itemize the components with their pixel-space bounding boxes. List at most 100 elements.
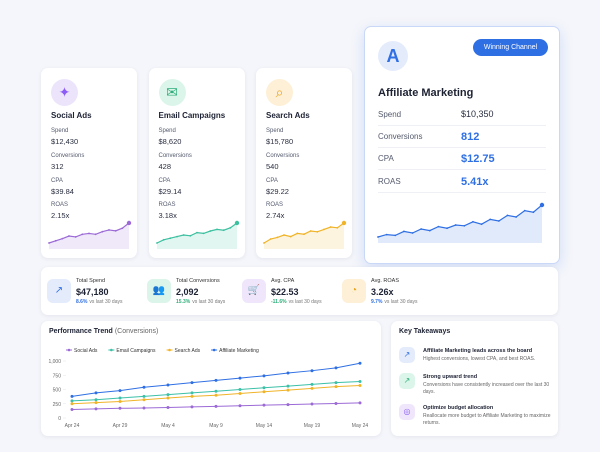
kpi-note: vs last 30 days bbox=[384, 299, 418, 305]
sparkline-point bbox=[316, 230, 319, 233]
sparkline-point bbox=[341, 220, 347, 226]
legend-label: Affiliate Marketing bbox=[219, 348, 259, 354]
sparkline-point bbox=[215, 228, 218, 231]
sparkline-point bbox=[323, 228, 325, 231]
sparkline-point bbox=[94, 233, 97, 236]
sparkline-point bbox=[497, 220, 500, 222]
series-point bbox=[262, 403, 266, 407]
legend-dot bbox=[67, 348, 71, 352]
metric-label: Spend bbox=[51, 128, 69, 134]
series-point bbox=[262, 374, 266, 378]
series-point bbox=[166, 383, 170, 387]
divider bbox=[378, 192, 546, 193]
sparkline-point bbox=[454, 224, 457, 226]
y-tick-label: 500 bbox=[53, 388, 62, 394]
winner-metric-value: 5.41x bbox=[461, 176, 489, 188]
series-point bbox=[94, 391, 98, 395]
winner-metric-value: $10,350 bbox=[461, 109, 494, 119]
kpi-label: Avg. ROAS bbox=[371, 278, 400, 284]
y-tick-label: 750 bbox=[53, 373, 62, 379]
metric-label: CPA bbox=[51, 178, 63, 184]
takeaway-title: Optimize budget allocation bbox=[423, 405, 494, 411]
sparkline-line bbox=[377, 204, 543, 238]
series-point bbox=[334, 385, 338, 389]
sparkline bbox=[155, 220, 239, 249]
sparkline-point bbox=[126, 220, 132, 226]
metric-label: Conversions bbox=[51, 153, 85, 159]
takeaway-icon: ↗ bbox=[399, 347, 415, 363]
takeaway-title: Strong upward trend bbox=[423, 374, 478, 380]
winner-name: Affiliate Marketing bbox=[378, 87, 474, 99]
y-tick-label: 0 bbox=[58, 416, 61, 422]
metric-value: 540 bbox=[266, 162, 279, 171]
series-point bbox=[310, 386, 314, 390]
kpi-value: 2,092 bbox=[176, 287, 199, 297]
kpi-change-row: -11.6% vs last 30 days bbox=[271, 299, 322, 305]
kpi-change: 9.7% bbox=[371, 299, 383, 305]
kpi-change-row: 9.7% vs last 30 days bbox=[371, 299, 417, 305]
sparkline-point bbox=[402, 230, 405, 233]
series-point bbox=[262, 386, 266, 390]
channel-card: ✉ Email Campaigns Spend $8,620 Conversions 42… bbox=[148, 68, 245, 258]
takeaway-title: Affiliate Marketing leads across the boa… bbox=[423, 348, 533, 354]
sparkline-point bbox=[208, 230, 211, 232]
series-point bbox=[238, 391, 242, 395]
sparkline-point bbox=[377, 236, 379, 238]
sparkline-point bbox=[296, 232, 299, 235]
sparkline-point bbox=[303, 233, 305, 236]
series-point bbox=[310, 382, 314, 386]
series-point bbox=[286, 388, 290, 392]
x-tick-label: Apr 29 bbox=[113, 423, 128, 429]
sparkline-point bbox=[162, 238, 165, 241]
sparkline-point bbox=[175, 235, 178, 238]
takeaway-text: Highest conversions, lowest CPA, and bes… bbox=[423, 356, 536, 362]
x-tick-label: May 9 bbox=[209, 423, 223, 429]
metric-value: $15,780 bbox=[266, 137, 294, 146]
winner-metric-label: CPA bbox=[378, 154, 394, 163]
channel-logo: A bbox=[378, 41, 408, 71]
legend-label: Search Ads bbox=[175, 348, 201, 354]
metric-value: $29.14 bbox=[158, 187, 182, 196]
series-point bbox=[142, 385, 146, 389]
takeaway-text: Reallocate more budget to Affiliate Mark… bbox=[423, 413, 551, 426]
legend-label: Social Ads bbox=[74, 348, 98, 354]
channel-name: Email Campaigns bbox=[158, 111, 226, 120]
series-point bbox=[358, 361, 362, 365]
kpi-change: -11.6% bbox=[271, 299, 287, 305]
sparkline-point bbox=[385, 233, 388, 236]
metric-label: ROAS bbox=[266, 202, 284, 208]
sparkline-point bbox=[114, 229, 117, 232]
sparkline-point bbox=[309, 230, 312, 232]
trend-title-row: Performance Trend (Conversions) bbox=[49, 328, 158, 335]
kpi-icon: ↗ bbox=[47, 279, 71, 303]
x-tick-label: May 19 bbox=[304, 423, 321, 429]
x-tick-label: May 4 bbox=[161, 423, 175, 429]
sparkline-point bbox=[61, 237, 64, 240]
winner-metric-value: 812 bbox=[461, 131, 480, 143]
sparkline-point bbox=[420, 228, 423, 230]
series-point bbox=[70, 407, 74, 411]
series-point bbox=[238, 376, 242, 380]
winner-metric-label: ROAS bbox=[378, 177, 401, 186]
metric-value: $39.84 bbox=[51, 187, 74, 196]
metric-value: 2.15x bbox=[51, 211, 70, 220]
sparkline-point bbox=[480, 223, 483, 226]
sparkline-point bbox=[446, 227, 448, 230]
takeaway-text: Conversions have consistently increased … bbox=[423, 382, 550, 395]
series-point bbox=[70, 402, 74, 406]
sparkline-point bbox=[68, 235, 70, 237]
x-tick-label: May 14 bbox=[256, 423, 273, 429]
sparkline-point bbox=[437, 225, 440, 228]
sparkline-point bbox=[228, 226, 231, 229]
series-point bbox=[358, 384, 362, 388]
kpi-value: 3.26x bbox=[371, 287, 394, 297]
metric-label: Spend bbox=[158, 128, 176, 134]
series-point bbox=[190, 405, 194, 409]
kpi-label: Total Spend bbox=[76, 278, 106, 284]
series-point bbox=[286, 403, 290, 407]
channel-card: ⌕ Search Ads Spend $15,780 Conversions 540 CPA… bbox=[256, 68, 352, 258]
sparkline-area bbox=[49, 223, 129, 249]
winning-badge[interactable]: Winning Channel bbox=[473, 39, 548, 56]
sparkline-point bbox=[289, 235, 292, 238]
